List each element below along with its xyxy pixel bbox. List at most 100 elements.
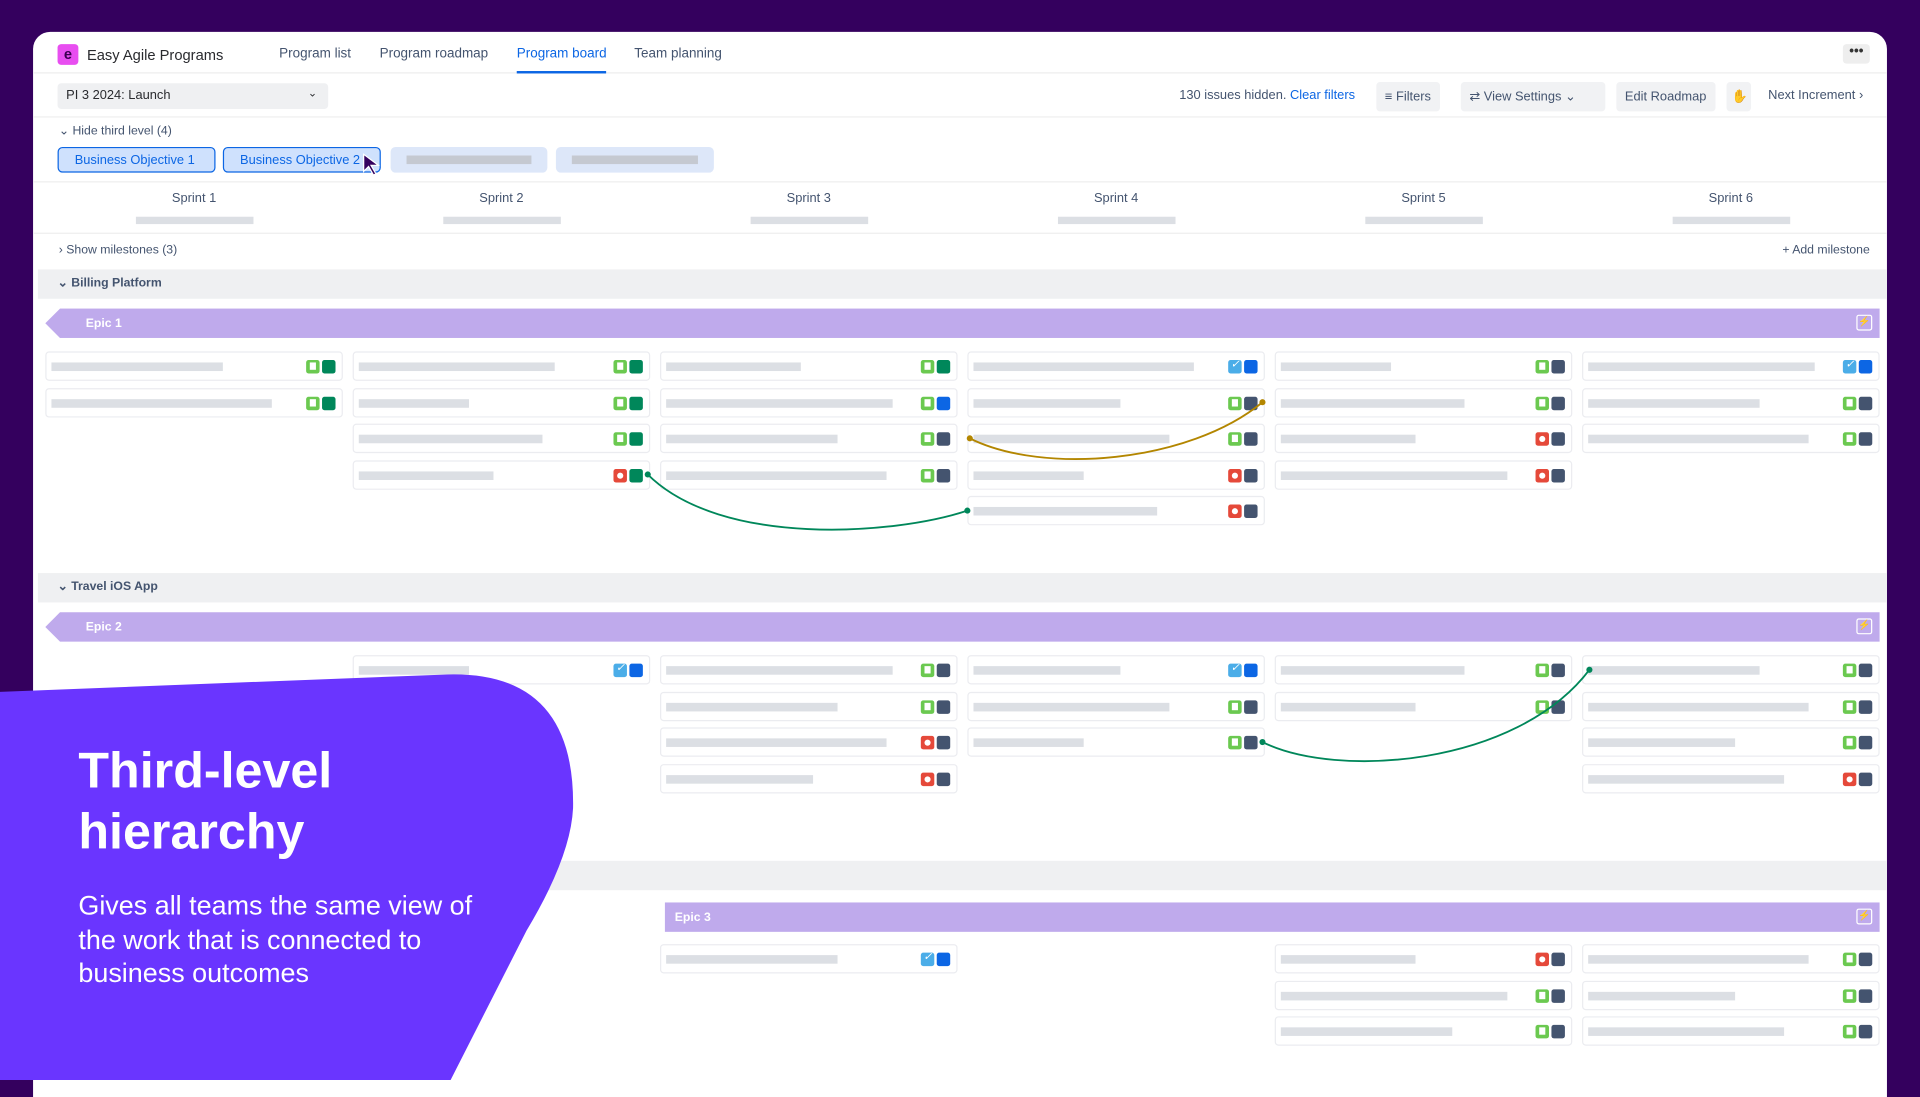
- hide-third-level-toggle[interactable]: ⌄ Hide third level (4): [59, 125, 172, 138]
- issue-card[interactable]: [1274, 387, 1573, 417]
- issue-card[interactable]: [1582, 944, 1880, 974]
- issue-card[interactable]: [967, 423, 1265, 454]
- issue-summary-placeholder: [358, 666, 469, 675]
- sprint-column-header: Sprint 1: [40, 191, 347, 225]
- issue-summary-placeholder: [666, 702, 838, 711]
- issue-card[interactable]: [1274, 691, 1573, 721]
- chip-placeholder[interactable]: [390, 146, 548, 173]
- status-indicator: [936, 360, 951, 374]
- task-icon: [920, 950, 935, 967]
- issue-card[interactable]: [1274, 655, 1573, 685]
- issue-card[interactable]: [45, 387, 343, 417]
- hidden-count: 130 issues hidden.: [1179, 88, 1287, 103]
- issue-card[interactable]: [352, 423, 651, 454]
- issue-card[interactable]: [660, 387, 958, 417]
- issue-card[interactable]: [352, 387, 651, 417]
- status-indicator: [1551, 360, 1565, 374]
- issue-card[interactable]: [1274, 351, 1573, 381]
- chip-placeholder[interactable]: [555, 146, 714, 173]
- issue-card[interactable]: [1582, 351, 1880, 381]
- filter-icon: ≡: [1384, 89, 1396, 105]
- view-settings-button[interactable]: ⇄ View Settings ⌄: [1460, 82, 1606, 112]
- issue-card[interactable]: [352, 655, 651, 685]
- sprint-progress: [1057, 216, 1175, 225]
- issue-summary-placeholder: [666, 774, 814, 784]
- issue-card[interactable]: [1582, 691, 1880, 721]
- clear-filters-link[interactable]: Clear filters: [1290, 88, 1356, 103]
- swimlane-header[interactable]: ⌄ Travel iOS App: [37, 573, 1887, 603]
- epic-name: Epic 2: [85, 620, 122, 635]
- issue-card[interactable]: [1582, 655, 1880, 685]
- increment-select[interactable]: PI 3 2024: Launch ⌄: [57, 83, 329, 109]
- issue-card[interactable]: [352, 351, 651, 381]
- issue-card[interactable]: [660, 655, 958, 685]
- story-icon: [1842, 1024, 1857, 1039]
- lightning-icon[interactable]: ⚡: [1856, 314, 1873, 331]
- issue-summary-placeholder: [1280, 362, 1392, 372]
- filters-button[interactable]: ≡ Filters: [1376, 82, 1440, 112]
- chip-business-objective-2[interactable]: Business Objective 2: [222, 146, 381, 173]
- issue-card[interactable]: [660, 944, 958, 974]
- epic-bar[interactable]: Epic 3 ⚡: [664, 902, 1880, 932]
- issue-card[interactable]: [1274, 459, 1573, 490]
- issue-card[interactable]: [45, 351, 343, 381]
- issue-card[interactable]: [1274, 1016, 1573, 1046]
- swimlane-name: Billing Platform: [71, 276, 162, 291]
- issue-card[interactable]: [967, 727, 1265, 757]
- edit-roadmap-button[interactable]: Edit Roadmap: [1616, 82, 1715, 112]
- bug-icon: [1535, 432, 1549, 446]
- issue-card[interactable]: [967, 459, 1265, 490]
- swimlane-header[interactable]: ⌄: [37, 860, 1887, 891]
- issue-summary-placeholder: [666, 955, 838, 964]
- issue-card[interactable]: [660, 351, 958, 381]
- grab-button[interactable]: ✋: [1726, 82, 1752, 112]
- epic-bar[interactable]: Epic 2 ⚡: [45, 612, 1880, 642]
- tab-team-planning[interactable]: Team planning: [634, 46, 722, 62]
- lightning-icon[interactable]: ⚡: [1856, 908, 1873, 925]
- status-indicator: [1858, 772, 1873, 786]
- issue-summary-placeholder: [1280, 702, 1416, 711]
- next-increment-button[interactable]: Next Increment ›: [1768, 88, 1863, 103]
- issue-card[interactable]: [660, 423, 958, 454]
- bug-icon: [1535, 952, 1549, 967]
- issue-card[interactable]: [352, 459, 651, 490]
- issue-summary-placeholder: [973, 362, 1194, 372]
- story-icon: [306, 360, 320, 374]
- issue-card[interactable]: [1582, 727, 1880, 757]
- tab-program-board[interactable]: Program board: [516, 46, 608, 74]
- status-indicator: [1244, 735, 1258, 750]
- add-milestone-button[interactable]: + Add milestone: [1782, 244, 1869, 257]
- issue-card[interactable]: [1274, 944, 1573, 974]
- issue-card[interactable]: [967, 691, 1265, 721]
- issue-card[interactable]: [967, 655, 1265, 685]
- issue-card[interactable]: [1274, 980, 1573, 1010]
- issue-card[interactable]: [1582, 1016, 1880, 1046]
- lightning-icon[interactable]: ⚡: [1856, 618, 1873, 635]
- issue-card[interactable]: [660, 763, 958, 793]
- chip-business-objective-1[interactable]: Business Objective 1: [57, 146, 216, 173]
- tab-program-roadmap[interactable]: Program roadmap: [379, 46, 489, 62]
- issue-card[interactable]: [1274, 423, 1573, 454]
- story-icon: [920, 396, 935, 410]
- issue-card[interactable]: [1582, 423, 1880, 454]
- issue-card[interactable]: [1582, 980, 1880, 1010]
- status-indicator: [1858, 360, 1873, 374]
- bug-icon: [920, 772, 935, 786]
- status-indicator: [1551, 952, 1565, 967]
- issue-card[interactable]: [967, 351, 1265, 381]
- issue-card[interactable]: [660, 691, 958, 721]
- epic-bar[interactable]: Epic 1 ⚡: [45, 308, 1880, 338]
- chevron-down-icon: ⌄: [58, 124, 73, 139]
- issue-card[interactable]: [660, 727, 958, 757]
- issue-card[interactable]: [1582, 387, 1880, 417]
- issue-card[interactable]: [660, 459, 958, 490]
- issue-card[interactable]: [967, 495, 1265, 526]
- issue-card[interactable]: [1582, 763, 1880, 793]
- tab-program-list[interactable]: Program list: [279, 46, 352, 62]
- show-milestones-toggle[interactable]: › Show milestones (3): [59, 244, 177, 257]
- issue-card[interactable]: [967, 387, 1265, 417]
- swimlane-header[interactable]: ⌄ Billing Platform: [37, 269, 1887, 299]
- story-icon: [1842, 952, 1857, 967]
- more-button[interactable]: •••: [1842, 44, 1870, 64]
